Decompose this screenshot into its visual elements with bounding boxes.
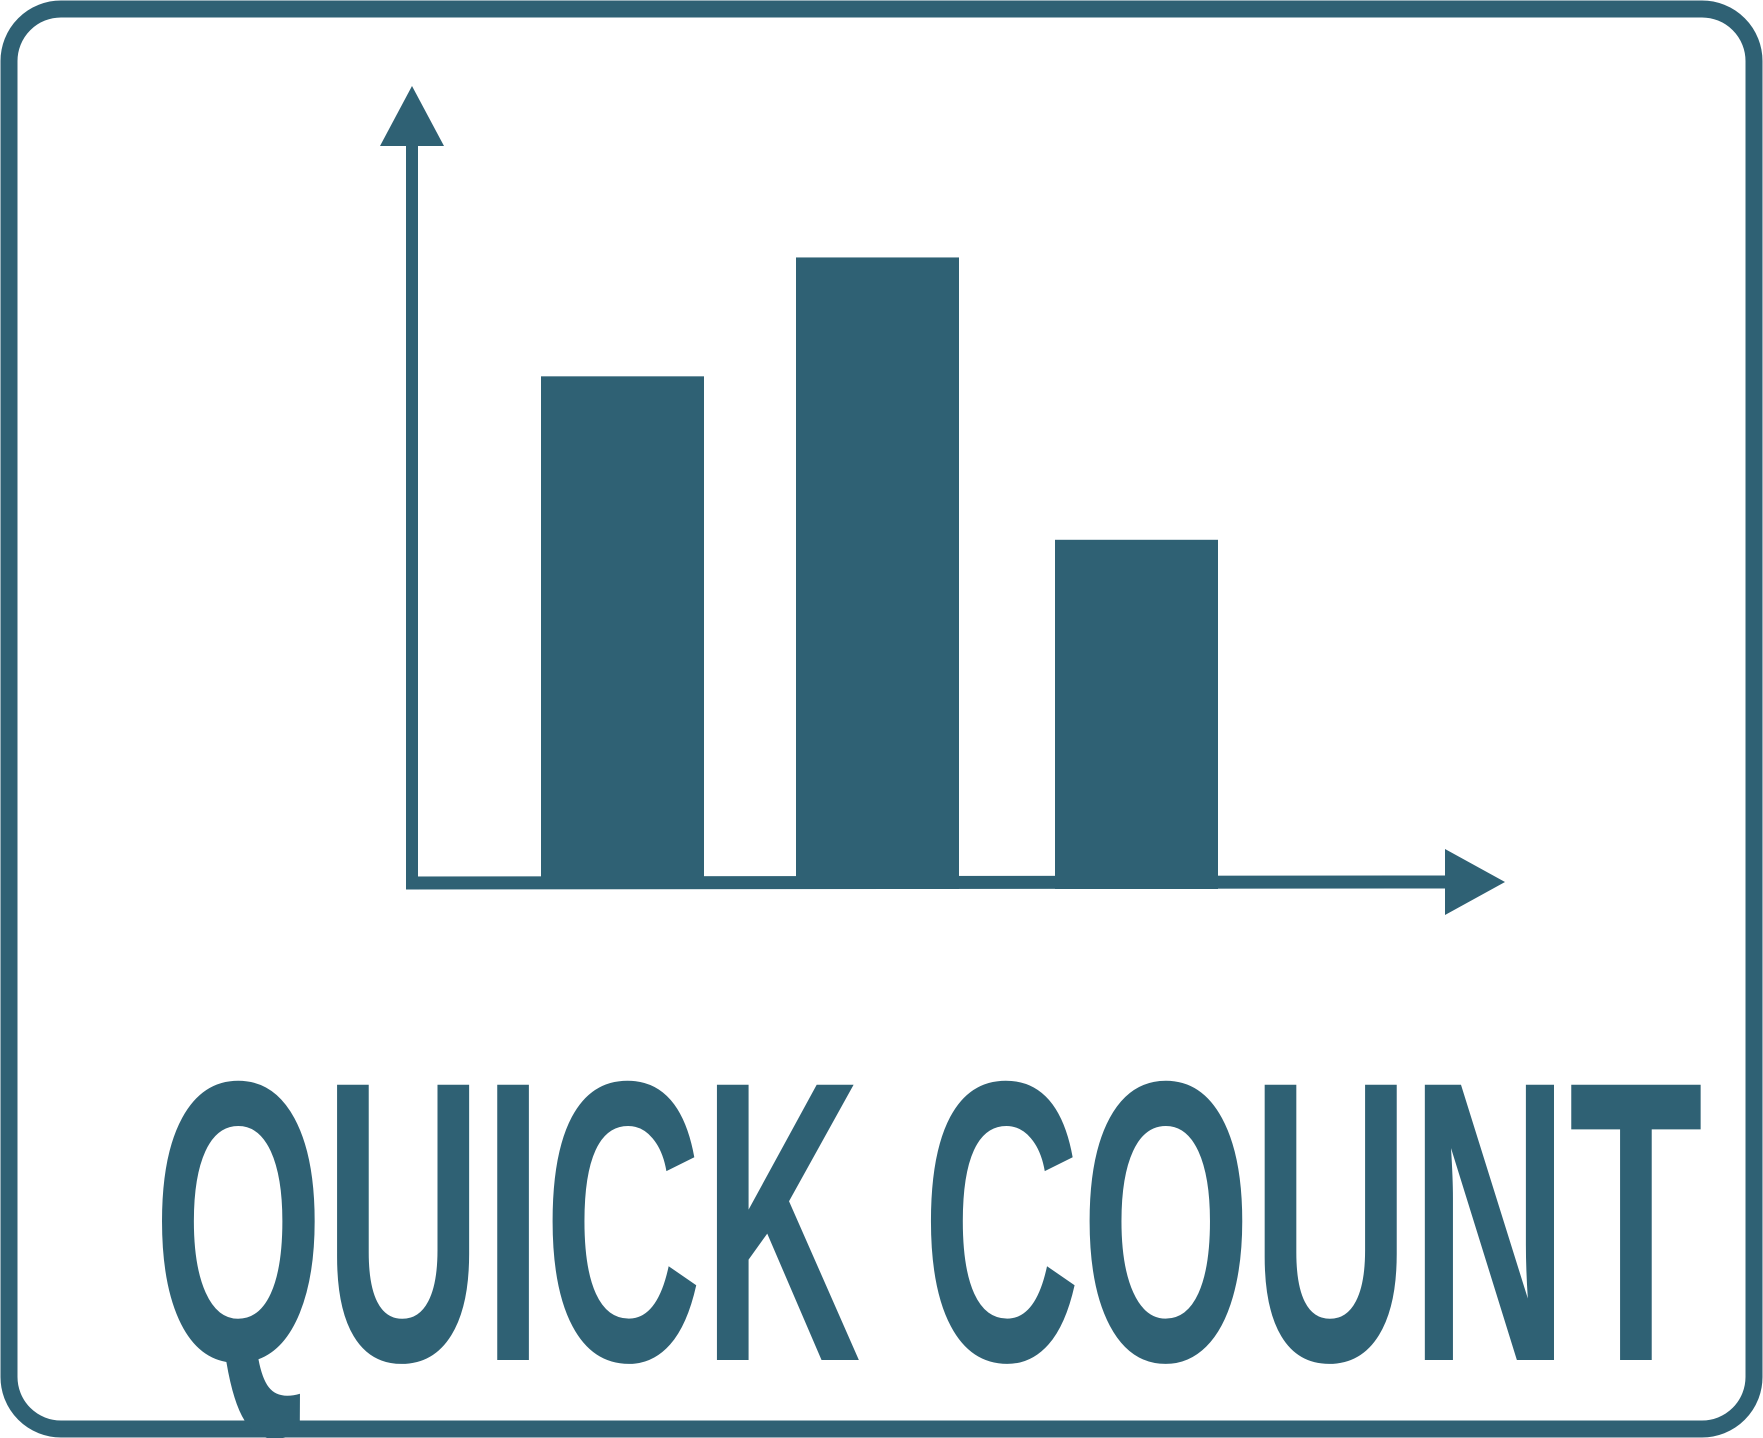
y-axis-arrow [380,86,444,146]
bar [796,257,959,889]
title: QUICK COUNT [153,998,1703,1438]
bar [1055,539,1218,889]
bar [541,376,704,890]
x-axis-arrow [1445,849,1505,915]
